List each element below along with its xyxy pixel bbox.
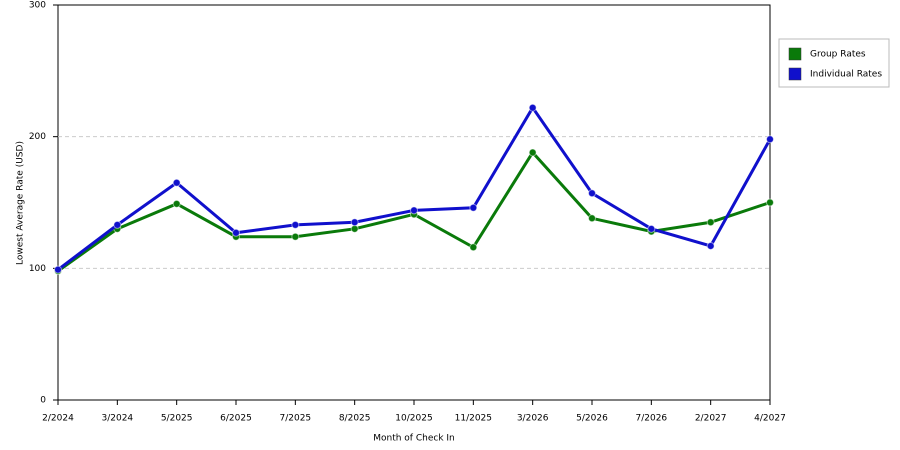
legend-swatch — [788, 67, 802, 81]
y-tick-label: 200 — [29, 132, 46, 142]
point — [469, 203, 478, 212]
x-tick-label: 5/2025 — [161, 414, 193, 424]
point — [291, 220, 300, 229]
x-tick-label: 2/2027 — [695, 414, 727, 424]
series-line — [57, 104, 772, 271]
legend-swatch — [788, 47, 802, 61]
point — [172, 199, 181, 208]
x-tick-label: 6/2025 — [220, 414, 252, 424]
x-tick-label: 8/2025 — [339, 414, 371, 424]
x-tick-label: 11/2025 — [455, 414, 492, 424]
point — [172, 178, 181, 187]
point — [588, 214, 596, 223]
x-tick-label: 7/2026 — [635, 414, 667, 424]
point — [350, 218, 359, 227]
point — [54, 265, 62, 274]
y-tick-label: 300 — [29, 1, 46, 11]
x-tick-label: 3/2026 — [517, 414, 549, 424]
point — [410, 206, 418, 215]
y-tick-label: 100 — [29, 264, 46, 274]
point — [232, 228, 240, 237]
point — [588, 189, 596, 198]
x-axis-label: Month of Check In — [373, 434, 455, 444]
point — [528, 103, 537, 112]
point — [469, 243, 478, 252]
point — [350, 224, 359, 233]
point — [766, 135, 774, 144]
point — [647, 224, 656, 233]
point — [766, 198, 774, 207]
point — [291, 232, 300, 241]
legend-label: Individual Rates — [810, 70, 882, 80]
x-tick-label: 7/2025 — [279, 414, 311, 424]
x-tick-label: 3/2024 — [101, 414, 133, 424]
x-tick-label: 5/2026 — [576, 414, 608, 424]
legend-label: Group Rates — [810, 50, 866, 60]
y-axis-label: Lowest Average Rate (USD) — [16, 141, 26, 265]
x-tick-label: 2/2024 — [42, 414, 74, 424]
point — [706, 241, 715, 250]
plot-frame — [57, 4, 771, 401]
point — [706, 218, 715, 227]
point — [113, 220, 122, 229]
point — [528, 148, 537, 157]
x-tick-label: 10/2025 — [395, 414, 432, 424]
y-tick-label: 0 — [40, 396, 46, 406]
x-tick-label: 4/2027 — [754, 414, 786, 424]
